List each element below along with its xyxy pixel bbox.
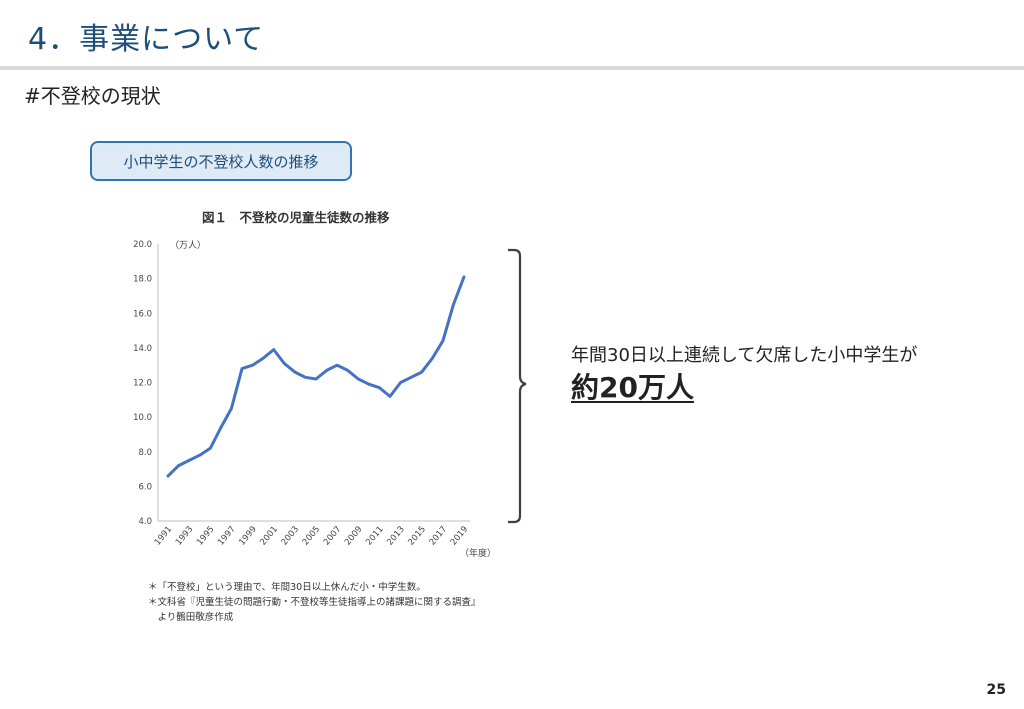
x-tick-label: 1991 bbox=[153, 525, 175, 548]
page-title: 4．事業について bbox=[28, 22, 265, 57]
chart-label-text: 小中学生の不登校人数の推移 bbox=[123, 152, 319, 171]
x-tick-label: 2009 bbox=[343, 525, 365, 548]
y-tick-label: 18.0 bbox=[133, 275, 152, 285]
chart-note: より鶴田敬彦作成 bbox=[148, 612, 234, 623]
chart-label-box: 小中学生の不登校人数の推移 bbox=[90, 141, 352, 181]
x-tick-label: 2015 bbox=[406, 525, 428, 548]
chart-notes: ＊「不登校」という理由で、年間30日以上休んだ小・中学生数。 ＊文科省『児童生徒… bbox=[148, 580, 481, 625]
right-brace-icon bbox=[508, 248, 527, 524]
x-tick-label: 2001 bbox=[258, 525, 280, 548]
page-number: 25 bbox=[986, 682, 1006, 698]
callout-text: 年間30日以上連続して欠席した小中学生が bbox=[571, 345, 918, 366]
x-tick-label: 1993 bbox=[174, 525, 196, 548]
title-divider bbox=[0, 66, 1024, 70]
y-unit-label: （万人） bbox=[170, 240, 206, 251]
x-tick-label: 2007 bbox=[322, 525, 344, 548]
series-line bbox=[166, 275, 466, 478]
x-tick-label: 1999 bbox=[237, 525, 259, 548]
x-tick-label: 1997 bbox=[216, 525, 238, 548]
chart-container: 図１ 不登校の児童生徒数の推移 （万人） 20.0 18.0 16.0 14.0 12.0 1… bbox=[110, 200, 510, 580]
y-tick-label: 10.0 bbox=[133, 413, 152, 423]
x-tick-label: 2011 bbox=[364, 525, 386, 548]
chart-title: 図１ 不登校の児童生徒数の推移 bbox=[202, 210, 390, 225]
line-chart: 図１ 不登校の児童生徒数の推移 （万人） 20.0 18.0 16.0 14.0 12.0 1… bbox=[133, 210, 496, 559]
y-tick-label: 4.0 bbox=[138, 517, 152, 527]
y-tick-label: 14.0 bbox=[133, 344, 152, 354]
x-tick-label: 2003 bbox=[280, 525, 302, 548]
y-tick-label: 8.0 bbox=[138, 448, 152, 458]
x-unit-label: （年度） bbox=[460, 547, 496, 559]
section-subtitle: #不登校の現状 bbox=[24, 84, 161, 108]
callout-highlight: 約20万人 bbox=[571, 371, 694, 404]
chart-note: ＊文科省『児童生徒の問題行動・不登校等生徒指導上の諸課題に関する調査』 bbox=[148, 597, 481, 608]
x-tick-label: 1995 bbox=[195, 525, 217, 548]
y-tick-label: 12.0 bbox=[133, 379, 152, 389]
y-tick-label: 16.0 bbox=[133, 309, 152, 319]
y-tick-label: 20.0 bbox=[133, 240, 152, 250]
chart-note: ＊「不登校」という理由で、年間30日以上休んだ小・中学生数。 bbox=[148, 582, 426, 593]
y-tick-label: 6.0 bbox=[138, 482, 152, 492]
x-tick-label: 2005 bbox=[301, 525, 323, 548]
x-tick-label: 2019 bbox=[449, 525, 471, 548]
x-tick-label: 2017 bbox=[428, 525, 450, 548]
x-tick-label: 2013 bbox=[385, 525, 407, 548]
